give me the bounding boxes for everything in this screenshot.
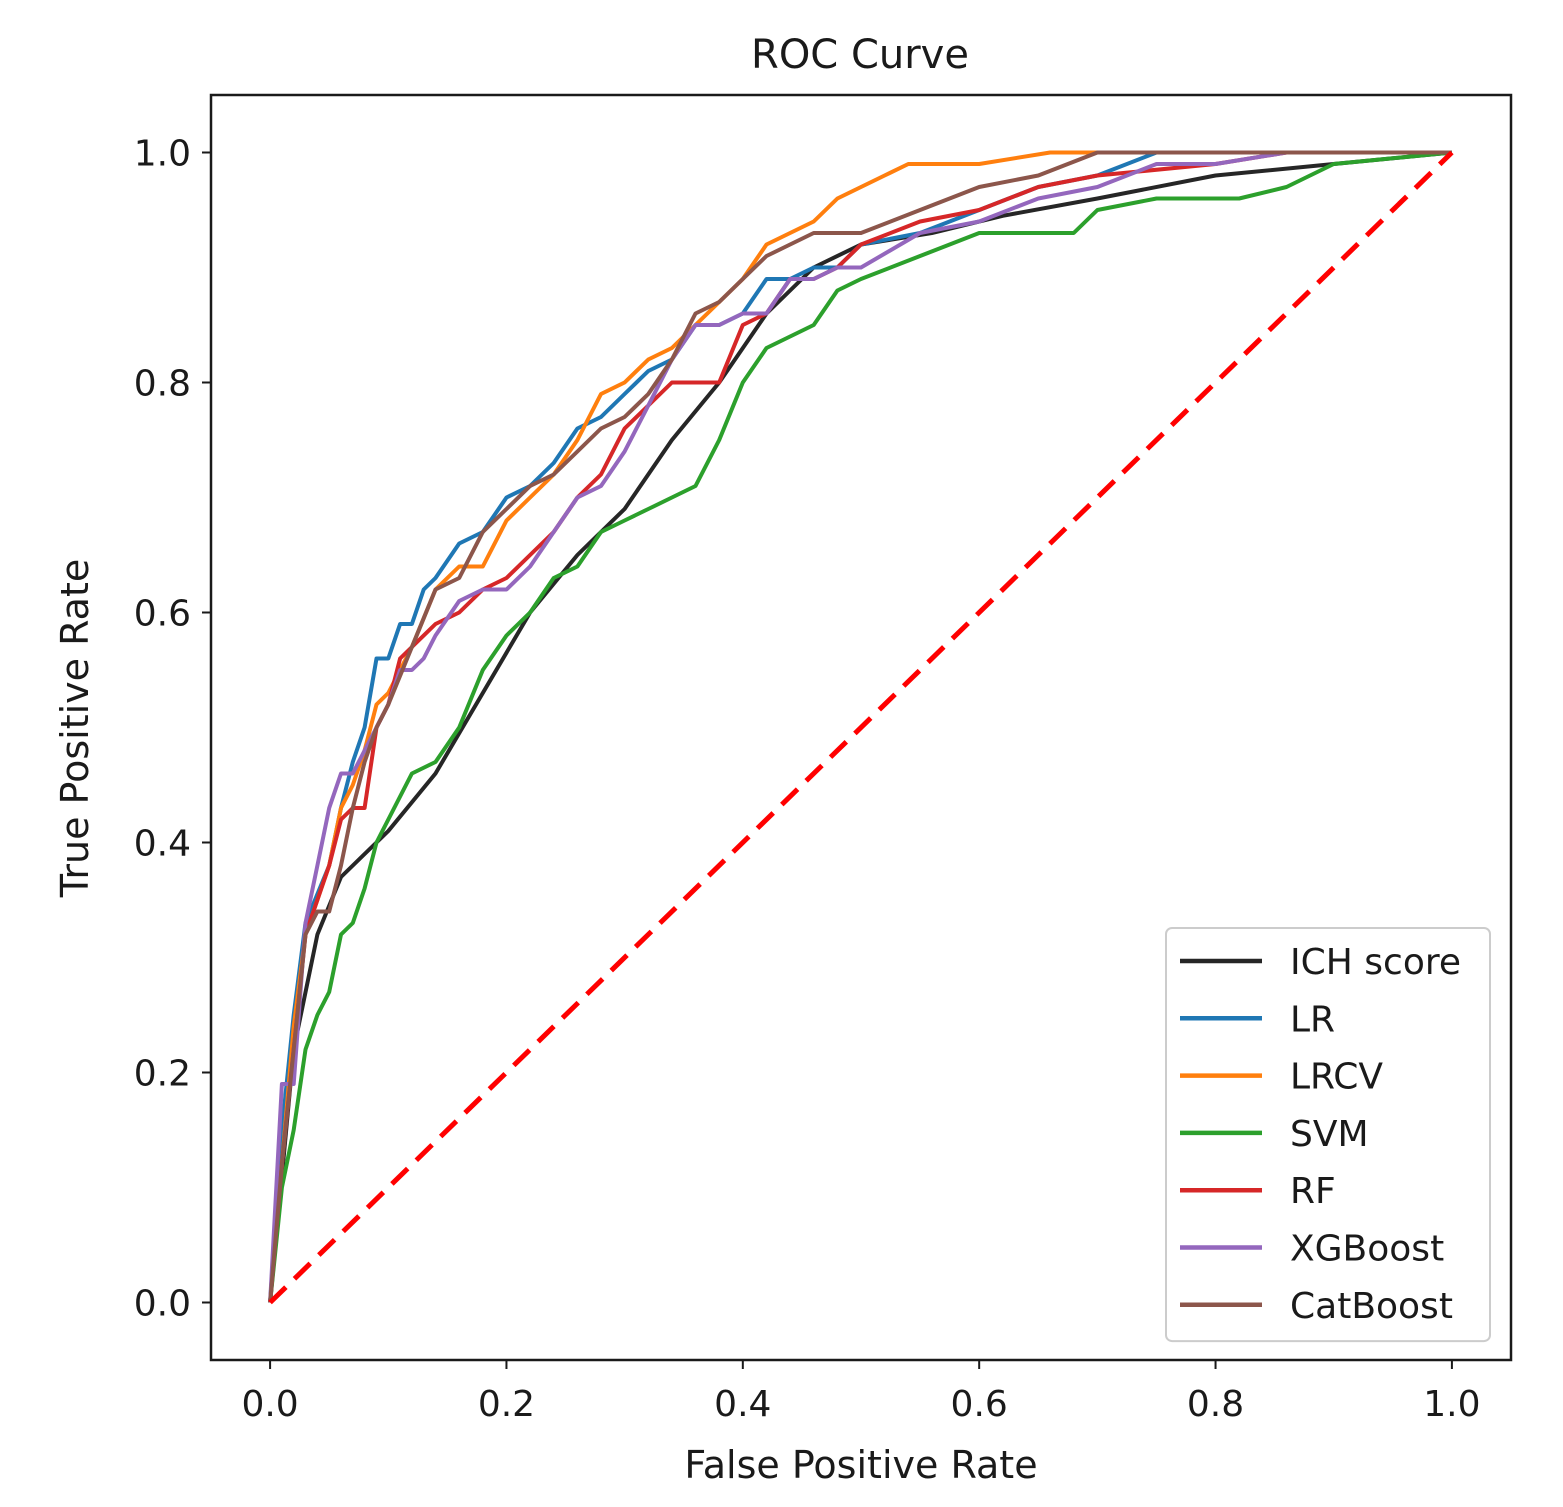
y-tick-label: 0.6 bbox=[134, 594, 191, 635]
series-line-chance bbox=[268, 150, 1454, 1305]
legend-box bbox=[1165, 927, 1491, 1343]
legend-label: LR bbox=[1290, 999, 1335, 1040]
x-tick-label: 1.0 bbox=[1423, 1384, 1480, 1425]
x-tick-label: 0.4 bbox=[714, 1384, 771, 1425]
series-line-lrcv bbox=[268, 150, 1452, 1303]
series-line-ich-score bbox=[268, 150, 1453, 1303]
x-tick-label: 0.2 bbox=[478, 1384, 535, 1425]
y-tick-label: 1.0 bbox=[134, 134, 191, 175]
series-line-lr bbox=[268, 150, 1452, 1303]
series-line-xgboost bbox=[268, 150, 1452, 1303]
legend-label: LRCV bbox=[1290, 1057, 1383, 1098]
y-tick-label: 0.2 bbox=[134, 1054, 191, 1095]
x-tick-label: 0.8 bbox=[1187, 1384, 1244, 1425]
legend-label: XGBoost bbox=[1290, 1229, 1444, 1270]
series-line-svm bbox=[268, 150, 1453, 1303]
chart-title: ROC Curve bbox=[751, 32, 969, 78]
legend-label: RF bbox=[1290, 1171, 1336, 1212]
series-line-catboost bbox=[268, 150, 1452, 1303]
legend-label: ICH score bbox=[1290, 942, 1461, 983]
legend: ICH score LR LRCV SVM RF XGBoost CatBoost bbox=[1165, 927, 1491, 1343]
plot-frame bbox=[209, 93, 1513, 1362]
x-axis-label: False Positive Rate bbox=[684, 1443, 1037, 1487]
x-axis: 0.0 0.2 0.4 0.6 0.8 1.0 bbox=[241, 1360, 1481, 1425]
legend-label: CatBoost bbox=[1290, 1286, 1453, 1327]
y-tick-label: 0.0 bbox=[134, 1284, 191, 1325]
y-tick-label: 0.8 bbox=[134, 364, 191, 405]
x-tick-label: 0.6 bbox=[951, 1384, 1008, 1425]
y-axis: 0.0 0.2 0.4 0.6 0.8 1.0 bbox=[134, 134, 211, 1325]
legend-label: SVM bbox=[1290, 1114, 1369, 1155]
x-tick-label: 0.0 bbox=[241, 1384, 298, 1425]
y-tick-label: 0.4 bbox=[134, 824, 191, 865]
y-axis-label: True Positive Rate bbox=[53, 559, 97, 899]
plot-lines bbox=[268, 150, 1454, 1305]
